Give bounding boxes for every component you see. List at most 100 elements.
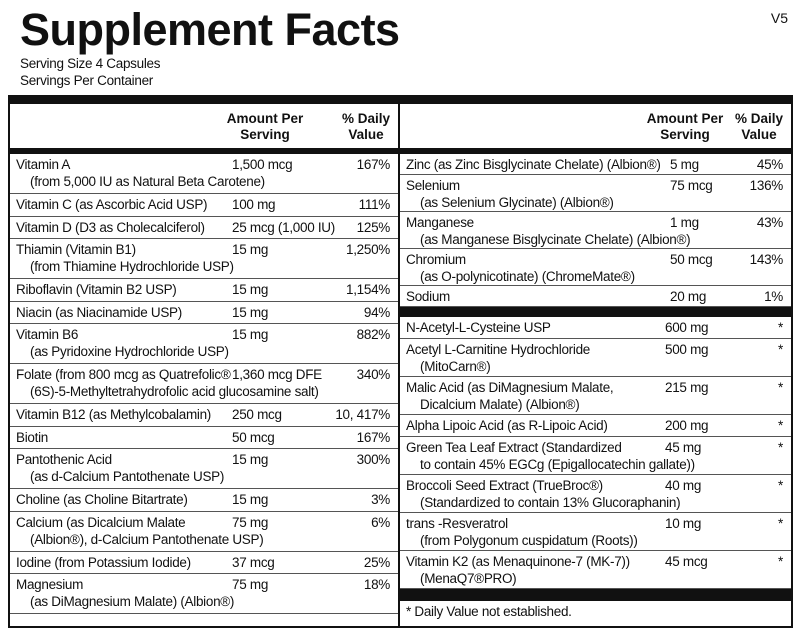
- nutrient-amount: 1 mg: [670, 215, 699, 230]
- nutrient-source: (as d-Calcium Pantothenate USP): [30, 469, 225, 484]
- nutrient-row: N-Acetyl-L-Cysteine USP 600 mg *: [400, 317, 791, 339]
- serving-size: Serving Size 4 Capsules: [20, 56, 161, 71]
- column-header: Amount Per Serving % Daily Value: [400, 104, 791, 148]
- nutrient-row: Niacin (as Niacinamide USP) 15 mg 94%: [10, 302, 398, 324]
- nutrient-source: (MenaQ7®PRO): [420, 571, 517, 586]
- nutrient-amount: 600 mg: [665, 320, 709, 335]
- nutrient-amount: 45 mcg: [665, 554, 708, 569]
- nutrient-amount: 75 mcg: [670, 178, 713, 193]
- daily-value: 340%: [356, 367, 391, 382]
- top-bar: [10, 95, 398, 104]
- footer-divider: [400, 589, 791, 601]
- daily-value: 45%: [756, 157, 783, 172]
- daily-value: 167%: [356, 157, 391, 172]
- nutrient-row: Vitamin C (as Ascorbic Acid USP) 100 mg 11…: [10, 194, 398, 217]
- nutrient-amount: 5 mg: [670, 157, 699, 172]
- nutrient-name: Alpha Lipoic Acid (as R-Lipoic Acid): [406, 418, 608, 433]
- nutrient-amount: 15 mg: [232, 282, 269, 297]
- daily-value: *: [778, 516, 783, 531]
- page-title: Supplement Facts: [20, 4, 400, 55]
- nutrient-source: (as Pyridoxine Hydrochloride USP): [30, 344, 229, 359]
- nutrient-row: Vitamin A (from 5,000 IU as Natural Beta …: [10, 154, 398, 194]
- nutrient-source: (from Polygonum cuspidatum (Roots)): [420, 533, 638, 548]
- nutrient-name: Green Tea Leaf Extract (Standardized: [406, 440, 622, 455]
- nutrient-amount: 200 mg: [665, 418, 709, 433]
- nutrient-row: Alpha Lipoic Acid (as R-Lipoic Acid) 200 …: [400, 415, 791, 437]
- nutrient-row: Folate (from 800 mcg as Quatrefolic® (6S)…: [10, 364, 398, 404]
- nutrient-name: Malic Acid (as DiMagnesium Malate,: [406, 380, 614, 395]
- daily-value: 6%: [371, 514, 390, 530]
- section-divider: [400, 307, 791, 317]
- nutrient-name: Choline (as Choline Bitartrate): [16, 492, 188, 507]
- daily-value: 1%: [764, 289, 783, 304]
- nutrient-name: Biotin: [16, 429, 48, 445]
- nutrient-row: Malic Acid (as DiMagnesium Malate, Dicalc…: [400, 377, 791, 415]
- daily-value: 43%: [756, 215, 783, 230]
- daily-value: *: [778, 342, 783, 357]
- nutrient-name: Thiamin (Vitamin B1): [16, 242, 136, 257]
- nutrient-amount: 45 mg: [665, 440, 702, 455]
- left-panel: Amount Per Serving % Daily Value Vitamin A…: [8, 95, 400, 628]
- nutrient-row: Green Tea Leaf Extract (Standardized to c…: [400, 437, 791, 475]
- servings-per-container: Servings Per Container: [20, 73, 153, 88]
- nutrient-name: N-Acetyl-L-Cysteine USP: [406, 320, 551, 335]
- nutrient-source: (Albion®), d-Calcium Pantothenate USP): [30, 531, 264, 547]
- daily-value: *: [778, 418, 783, 433]
- daily-value: 143%: [749, 252, 784, 267]
- amount-header: Amount Per Serving: [226, 111, 304, 142]
- nutrient-source: (as O-polynicotinate) (ChromeMate®): [420, 269, 635, 284]
- nutrient-source: (as Manganese Bisglycinate Chelate) (Alb…: [420, 232, 691, 247]
- nutrient-source: (MitoCarn®): [420, 359, 491, 374]
- nutrient-amount: 50 mcg: [670, 252, 713, 267]
- footnote: * Daily Value not established.: [406, 604, 572, 619]
- nutrient-row: Thiamin (Vitamin B1) (from Thiamine Hydro…: [10, 239, 398, 279]
- nutrient-source: to contain 45% EGCg (Epigallocatechin ga…: [420, 457, 695, 472]
- right-panel: Amount Per Serving % Daily Value Zinc (as …: [399, 95, 793, 628]
- nutrient-amount: 15 mg: [232, 492, 269, 507]
- nutrient-source: Dicalcium Malate) (Albion®): [420, 397, 580, 412]
- nutrient-amount: 1,500 mcg: [232, 157, 293, 172]
- nutrient-amount: 500 mg: [665, 342, 709, 357]
- nutrient-amount: 1,360 mcg DFE: [232, 367, 322, 382]
- daily-value: 300%: [356, 452, 391, 467]
- nutrient-row: Acetyl L-Carnitine Hydrochloride (MitoCar…: [400, 339, 791, 377]
- nutrient-name: Vitamin B6: [16, 327, 79, 342]
- nutrient-source: (as Selenium Glycinate) (Albion®): [420, 195, 614, 210]
- column-header: Amount Per Serving % Daily Value: [10, 104, 398, 148]
- nutrient-row: Chromium (as O-polynicotinate) (ChromeMat…: [400, 249, 791, 286]
- nutrient-name: Vitamin C (as Ascorbic Acid USP): [16, 197, 208, 212]
- nutrient-source: (from 5,000 IU as Natural Beta Carotene): [30, 174, 265, 189]
- daily-value: 94%: [363, 304, 390, 320]
- daily-value: 1,250%: [346, 242, 390, 257]
- daily-value: *: [778, 554, 783, 569]
- daily-value: 3%: [371, 492, 390, 507]
- version-label: V5: [770, 10, 788, 26]
- nutrient-row: Manganese (as Manganese Bisglycinate Chel…: [400, 212, 791, 249]
- top-bar: [400, 95, 791, 104]
- nutrient-amount: 75 mg: [232, 514, 269, 530]
- nutrient-name: Calcium (as Dicalcium Malate: [16, 514, 186, 530]
- daily-value: *: [778, 440, 783, 455]
- nutrient-row: trans -Resveratrol (from Polygonum cuspid…: [400, 513, 791, 551]
- nutrient-amount: 40 mg: [665, 478, 702, 493]
- nutrient-row: Sodium 20 mg 1%: [400, 286, 791, 307]
- nutrient-amount: 15 mg: [232, 327, 269, 342]
- nutrient-row: Riboflavin (Vitamin B2 USP) 15 mg 1,154%: [10, 279, 398, 302]
- daily-value: 10, 417%: [335, 407, 390, 422]
- dv-header: % Daily Value: [341, 111, 390, 142]
- nutrient-row: Iodine (from Potassium Iodide) 37 mcg 25%: [10, 552, 398, 574]
- nutrient-row: Calcium (as Dicalcium Malate (Albion®), d…: [10, 512, 398, 552]
- nutrient-row: Magnesium (as DiMagnesium Malate) (Albion…: [10, 574, 398, 614]
- nutrient-amount: 10 mg: [665, 516, 702, 531]
- nutrient-name: Chromium: [406, 252, 466, 267]
- nutrient-row: Vitamin D (D3 as Cholecalciferol) 25 mcg …: [10, 217, 398, 239]
- header-divider: [10, 148, 398, 154]
- nutrient-row: Vitamin B12 (as Methylcobalamin) 250 mcg 1…: [10, 404, 398, 427]
- nutrient-source: (Standardized to contain 13% Glucoraphan…: [420, 495, 681, 510]
- nutrient-name: Vitamin A: [16, 157, 71, 172]
- nutrient-row: Selenium (as Selenium Glycinate) (Albion®…: [400, 175, 791, 212]
- daily-value: 136%: [749, 178, 784, 193]
- nutrient-name: Acetyl L-Carnitine Hydrochloride: [406, 342, 590, 357]
- nutrient-name: Magnesium: [16, 577, 84, 592]
- nutrient-source: (6S)-5-Methyltetrahydrofolic acid glucos…: [30, 384, 319, 399]
